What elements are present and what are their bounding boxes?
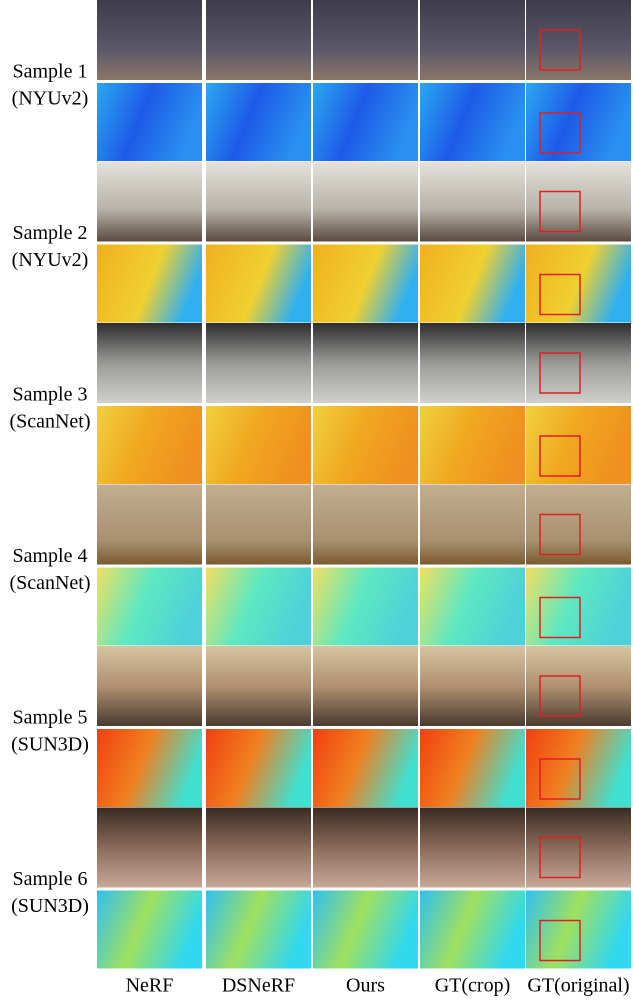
depth-map	[206, 729, 311, 807]
depth-map	[526, 729, 631, 807]
photo	[420, 323, 525, 403]
depth-map	[526, 245, 631, 323]
depth-map	[97, 729, 202, 807]
depth-map	[313, 891, 418, 969]
dataset-label: (NYUv2)	[12, 249, 89, 271]
depth-map	[313, 83, 418, 161]
photo	[526, 162, 631, 242]
depth-map	[206, 245, 311, 323]
photo	[97, 162, 202, 242]
figure: Sample 1 (NYUv2) Sample 2 (NYUv2) Sample 3 (S…	[0, 0, 633, 1002]
depth-map	[97, 568, 202, 646]
photo	[313, 0, 418, 80]
photo	[526, 0, 631, 80]
photo	[526, 808, 631, 888]
photo	[526, 323, 631, 403]
dataset-label: (ScanNet)	[9, 572, 90, 594]
dataset-label: (SUN3D)	[11, 734, 89, 756]
depth-map	[313, 568, 418, 646]
photo	[97, 646, 202, 726]
sample-label: Sample 1	[13, 61, 88, 83]
photo	[313, 323, 418, 403]
sample-label: Sample 4	[13, 545, 88, 567]
depth-map	[420, 406, 525, 484]
sample-label: Sample 6	[13, 868, 88, 890]
depth-map	[526, 568, 631, 646]
depth-map	[97, 83, 202, 161]
depth-map	[206, 568, 311, 646]
photo	[206, 162, 311, 242]
depth-map	[206, 891, 311, 969]
depth-map	[420, 729, 525, 807]
depth-map	[206, 83, 311, 161]
depth-map	[313, 245, 418, 323]
photo	[313, 485, 418, 565]
photo	[206, 808, 311, 888]
photo	[420, 485, 525, 565]
depth-map	[97, 891, 202, 969]
photo	[206, 646, 311, 726]
sample-label: Sample 5	[13, 707, 88, 729]
photo	[420, 162, 525, 242]
photo	[97, 0, 202, 80]
photo	[206, 0, 311, 80]
depth-map	[420, 891, 525, 969]
photo	[206, 485, 311, 565]
sample-label: Sample 3	[13, 384, 88, 406]
depth-map	[526, 891, 631, 969]
photo	[526, 485, 631, 565]
column-label: GT(crop)	[435, 975, 511, 997]
photo	[420, 808, 525, 888]
depth-map	[97, 406, 202, 484]
column-label: GT(original)	[527, 975, 629, 997]
dataset-label: (SUN3D)	[11, 895, 89, 917]
photo	[206, 323, 311, 403]
column-label: DSNeRF	[222, 975, 295, 997]
photo	[313, 808, 418, 888]
photo	[97, 323, 202, 403]
photo	[420, 0, 525, 80]
photo	[313, 162, 418, 242]
dataset-label: (NYUv2)	[12, 88, 89, 110]
depth-map	[420, 245, 525, 323]
photo	[313, 646, 418, 726]
photo	[97, 808, 202, 888]
depth-map	[313, 406, 418, 484]
depth-map	[526, 406, 631, 484]
depth-map	[420, 83, 525, 161]
depth-map	[313, 729, 418, 807]
depth-map	[420, 568, 525, 646]
depth-map	[97, 245, 202, 323]
column-label: Ours	[346, 975, 385, 997]
photo	[420, 646, 525, 726]
dataset-label: (ScanNet)	[9, 411, 90, 433]
sample-label: Sample 2	[13, 222, 88, 244]
depth-map	[526, 83, 631, 161]
photo	[97, 485, 202, 565]
depth-map	[206, 406, 311, 484]
photo	[526, 646, 631, 726]
column-label: NeRF	[126, 975, 174, 997]
